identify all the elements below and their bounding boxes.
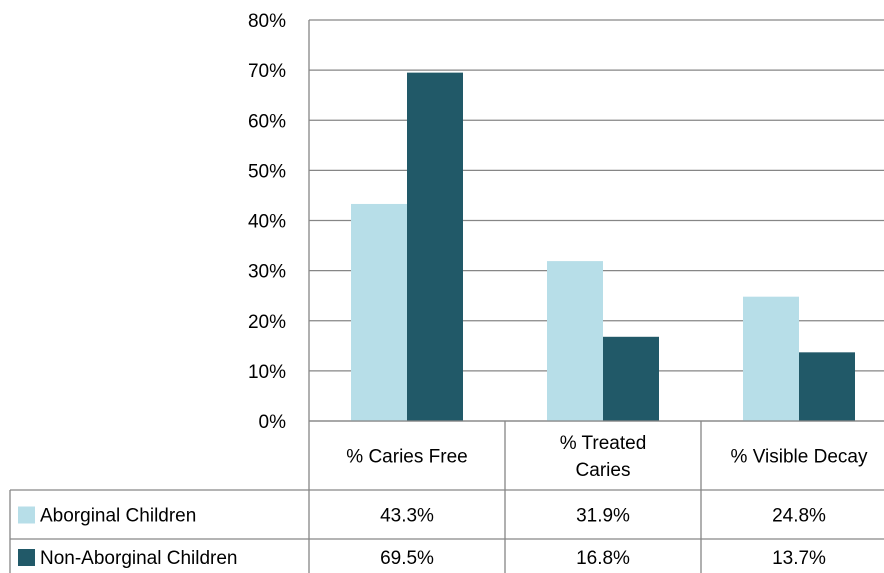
category-label: Caries [576,460,631,481]
category-label: % Treated [560,433,647,454]
data-value-label: 13.7% [772,548,826,569]
bar-marks [351,72,855,421]
y-tick-label: 20% [248,312,286,333]
category-label: % Visible Decay [731,447,868,468]
data-value-label: 43.3% [380,506,434,527]
bar [547,261,603,421]
y-tick-label: 10% [248,362,286,383]
data-table: % Caries Free % Treated Caries % Visible De… [9,420,884,573]
bar [743,296,799,421]
legend-swatch [18,549,35,566]
bar [799,352,855,421]
series-name: Non-Aborginal Children [40,548,238,569]
y-tick-label: 30% [248,262,286,283]
bar [603,336,659,421]
data-value-label: 16.8% [576,548,630,569]
y-tick-label: 40% [248,212,286,233]
data-value-label: 69.5% [380,548,434,569]
y-axis-tick-labels: 0% 10% 20% 30% 40% 50% 60% 70% 80% [248,11,286,433]
y-tick-label: 80% [248,11,286,32]
y-tick-label: 0% [259,412,287,433]
category-label: % Caries Free [346,447,467,468]
y-tick-label: 60% [248,111,286,132]
bar [351,203,407,421]
data-value-label: 31.9% [576,506,630,527]
data-value-label: 24.8% [772,506,826,527]
bar [407,72,463,421]
legend-swatch [18,506,35,524]
y-tick-label: 50% [248,161,286,182]
series-name: Aborginal Children [40,506,196,527]
y-tick-label: 70% [248,61,286,82]
